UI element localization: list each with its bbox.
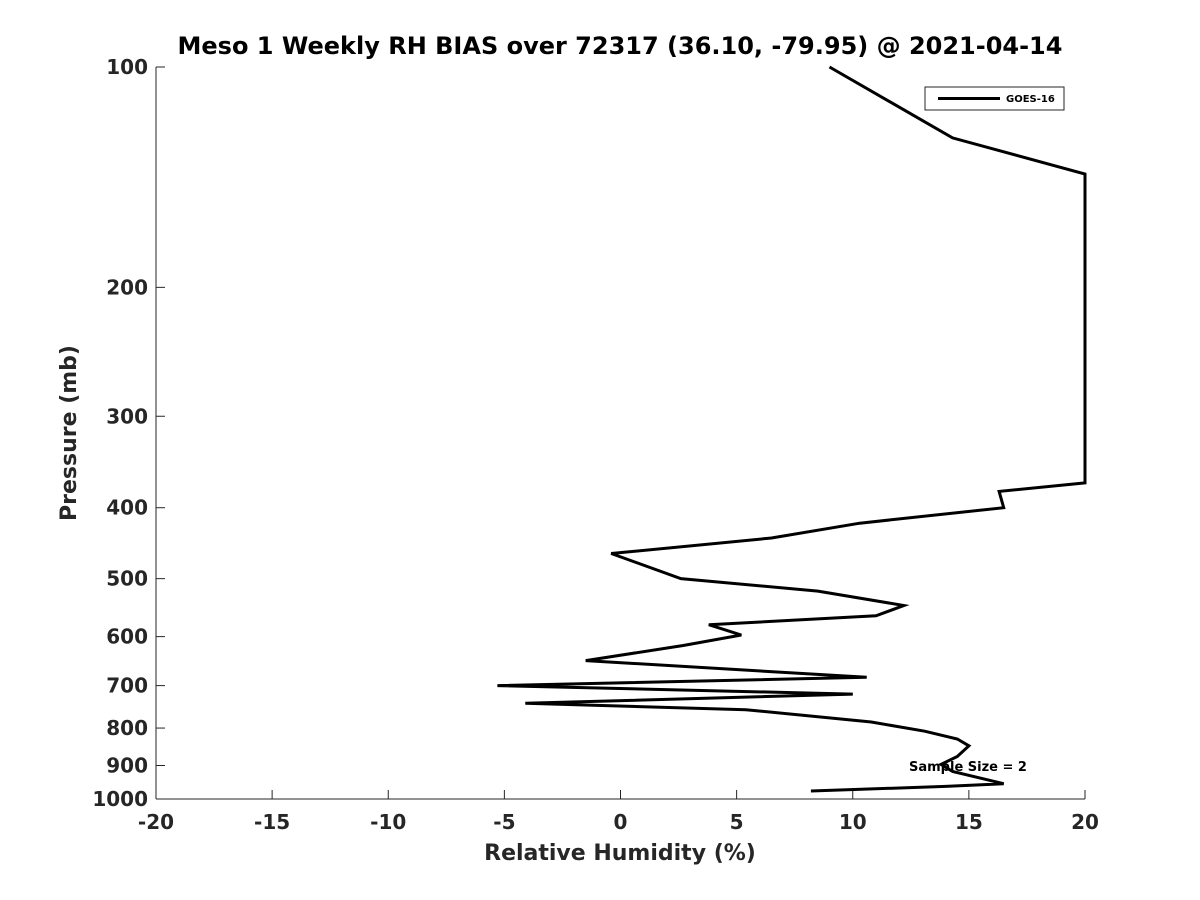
y-tick-label: 500 — [106, 567, 148, 591]
y-tick-label: 900 — [106, 754, 148, 778]
series-line-goes-16 — [497, 65, 1087, 793]
y-tick-label: 1000 — [92, 787, 148, 811]
x-tick-label: 20 — [1071, 810, 1099, 834]
legend-entry-goes-16: GOES-16 — [1006, 94, 1055, 105]
series-layer — [497, 65, 1087, 793]
y-tick-label: 200 — [106, 275, 148, 299]
legend: GOES-16 — [924, 86, 1065, 111]
y-tick-label: 700 — [106, 674, 148, 698]
y-tick-label: 400 — [106, 496, 148, 520]
y-axis-ticks: 100 200 300 400 500 600 700 800 900 1000 — [92, 55, 165, 811]
y-tick-label: 300 — [106, 404, 148, 428]
y-axis-label: Pressure (mb) — [57, 345, 82, 521]
sample-size-annotation: Sample Size = 2 — [909, 760, 1027, 775]
x-tick-label: -10 — [370, 810, 406, 834]
x-tick-label: 15 — [955, 810, 983, 834]
x-axis-label: Relative Humidity (%) — [484, 841, 756, 866]
x-tick-label: 0 — [614, 810, 628, 834]
x-tick-label: -20 — [138, 810, 174, 834]
y-tick-label: 800 — [106, 716, 148, 740]
y-tick-label: 600 — [106, 625, 148, 649]
y-tick-label: 100 — [106, 55, 148, 79]
x-tick-label: -5 — [493, 810, 515, 834]
x-tick-label: 5 — [730, 810, 744, 834]
x-axis-ticks: -20 -15 -10 -5 0 5 10 15 20 — [138, 790, 1099, 834]
chart-title: Meso 1 Weekly RH BIAS over 72317 (36.10,… — [178, 32, 1063, 60]
x-tick-label: -15 — [254, 810, 290, 834]
x-tick-label: 10 — [839, 810, 867, 834]
